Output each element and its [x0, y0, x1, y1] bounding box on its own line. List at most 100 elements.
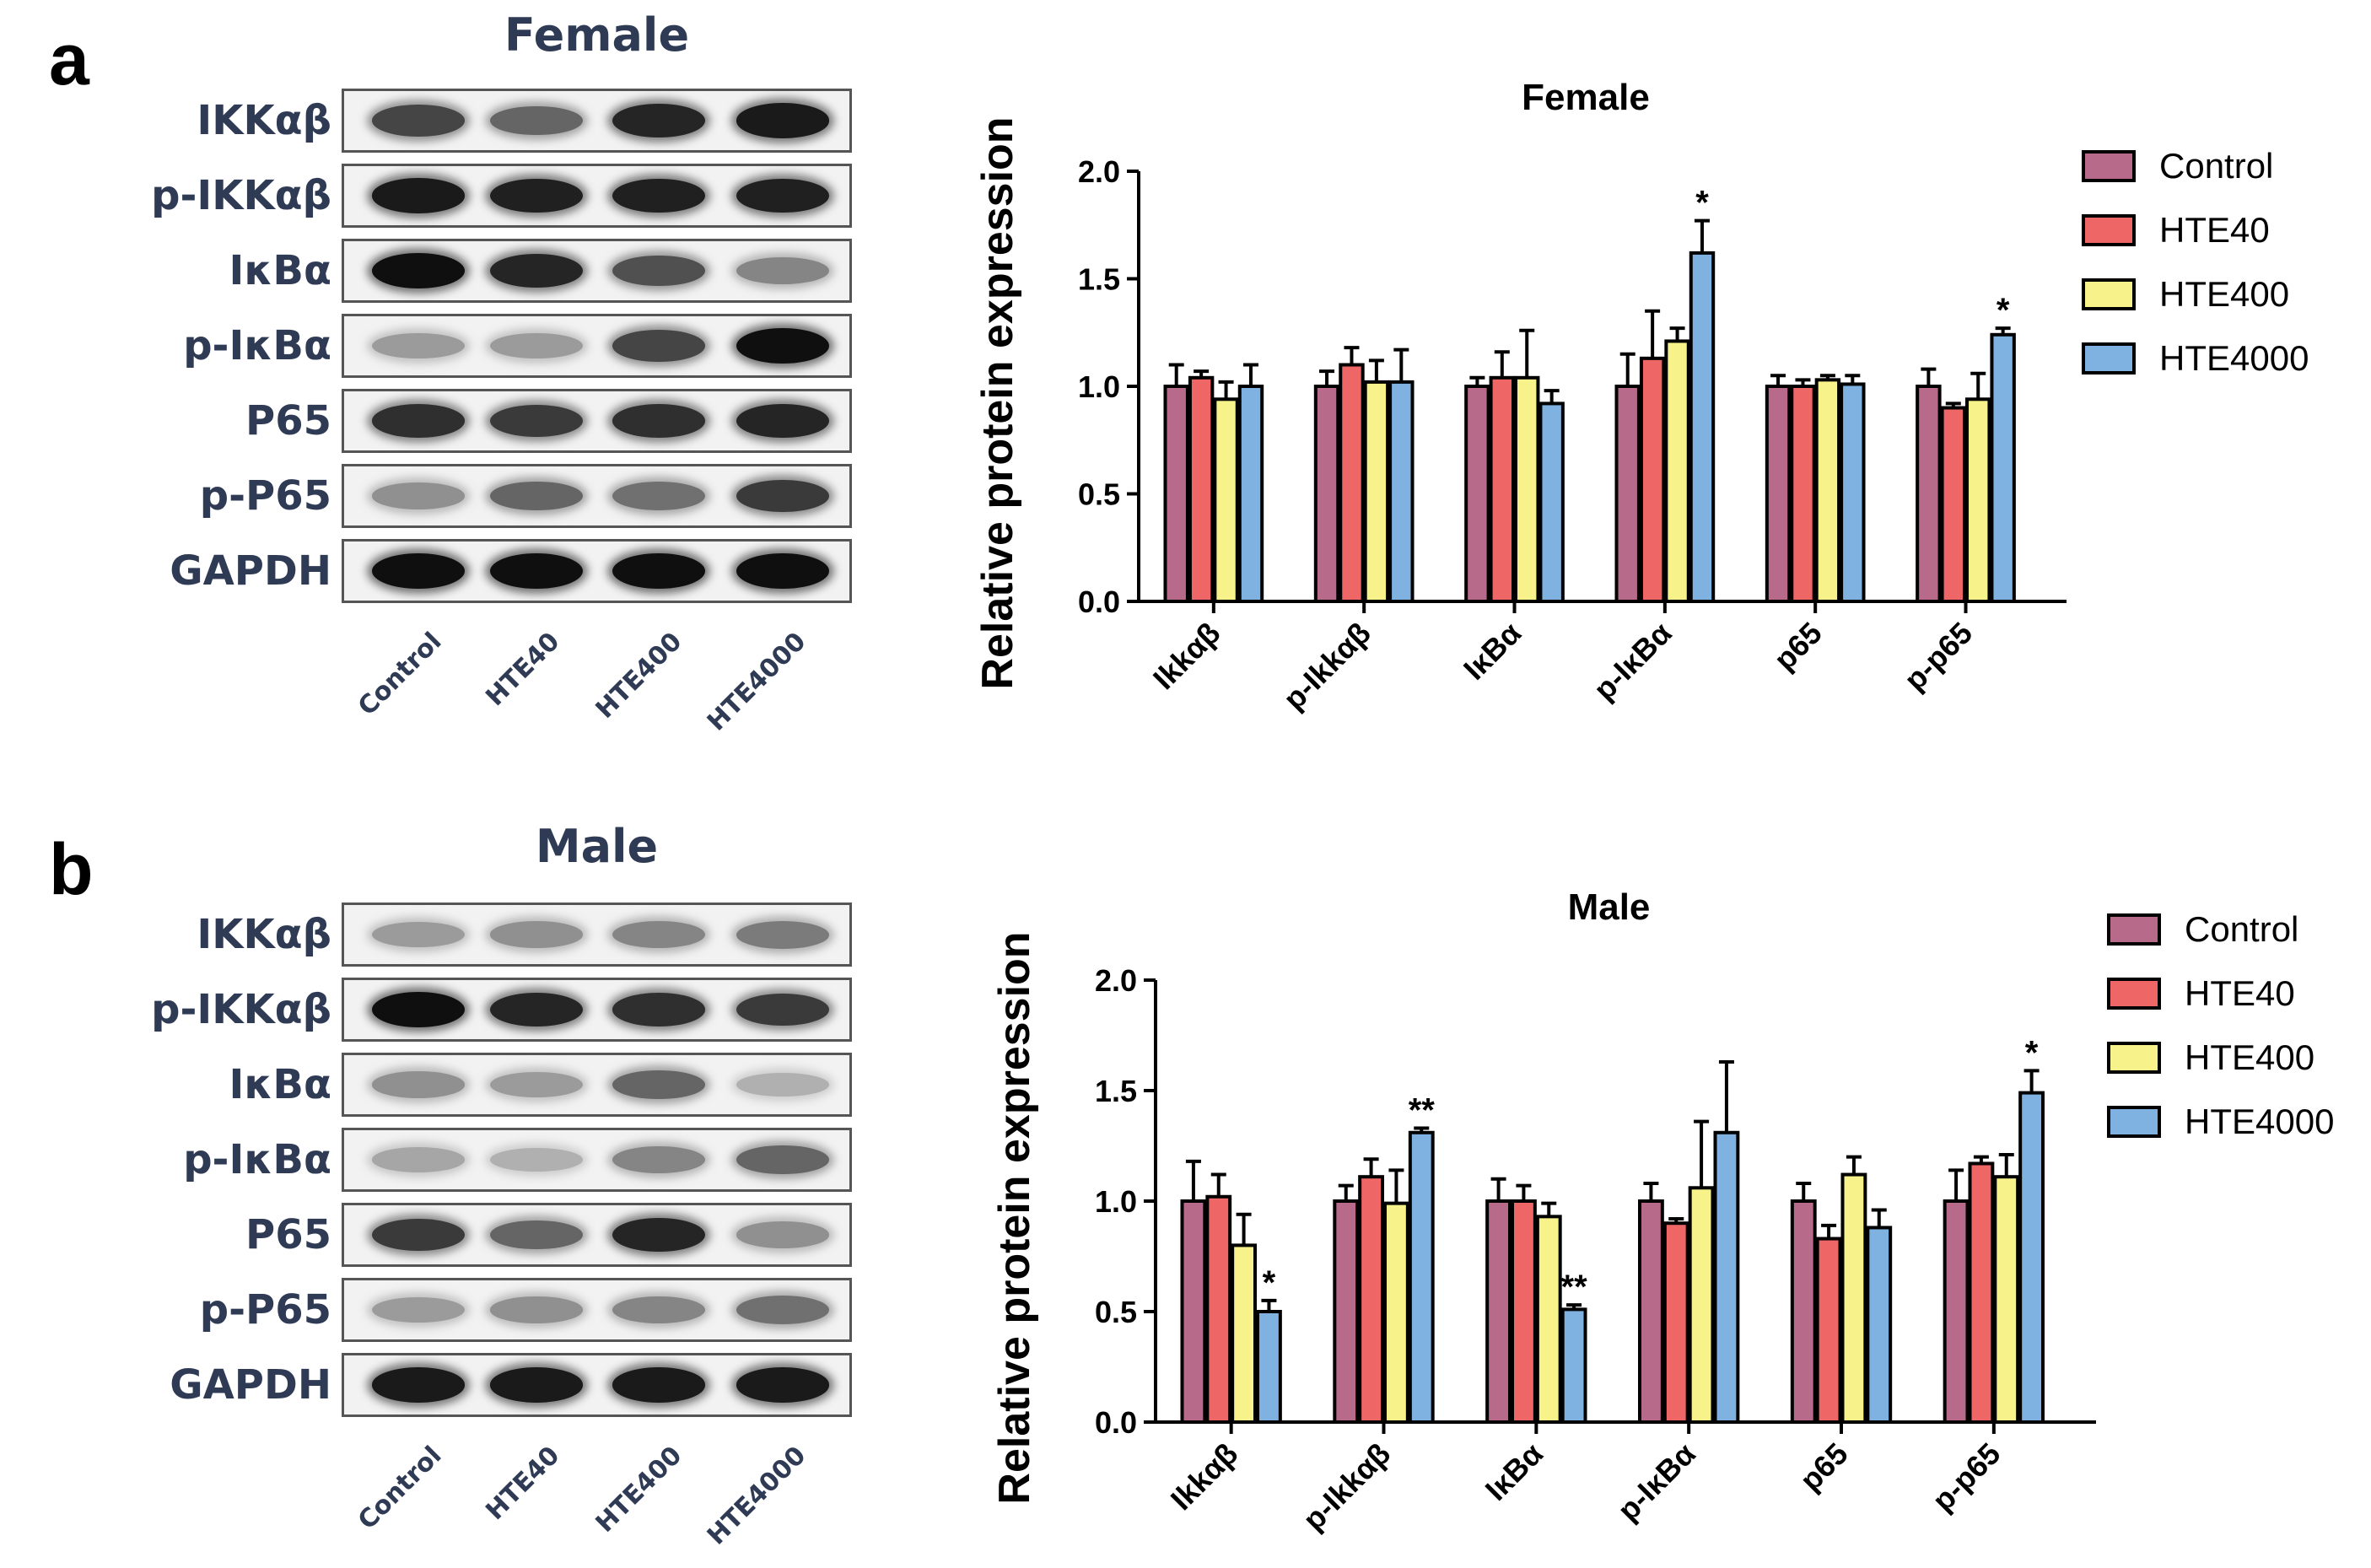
legend-swatch	[2107, 1042, 2161, 1074]
y-tick-label: 2.0	[1095, 963, 1137, 998]
blot-strip	[342, 1128, 852, 1192]
blot-row-label: P65	[245, 397, 331, 445]
blot-band	[736, 1367, 829, 1403]
blot-band	[612, 482, 705, 510]
bar	[1485, 1199, 1512, 1424]
bar	[1511, 1199, 1537, 1424]
blot-strip	[342, 539, 852, 603]
blot-band	[736, 103, 829, 138]
legend-swatch	[2107, 913, 2161, 946]
panel-letter-b: b	[49, 829, 94, 910]
blot-band	[736, 256, 829, 285]
x-tick-label: p-IκBα	[1611, 1436, 1702, 1528]
blot-lane-label: HTE400	[590, 1441, 688, 1538]
legend-swatch	[2082, 150, 2136, 182]
legend-label: HTE400	[2185, 1037, 2314, 1077]
blot-band	[612, 920, 705, 949]
blot-band	[612, 103, 705, 138]
blot-band	[490, 481, 583, 511]
bar-chart-male: Male Relative protein expression 0.0 0.5 1.0…	[990, 886, 2334, 1537]
blot-band	[736, 1221, 829, 1248]
blot-strip	[342, 903, 852, 967]
bar	[1205, 1194, 1232, 1424]
x-tick-label: p-p65	[1897, 616, 1979, 698]
x-tick-label: Ikkαβ	[1164, 1436, 1245, 1517]
blot-band	[612, 1367, 705, 1403]
blot-band	[612, 1145, 705, 1174]
significance-marker: **	[1409, 1092, 1436, 1129]
blot-strip	[342, 164, 852, 228]
blot-row-label: p-IκBα	[183, 1136, 331, 1183]
x-tick-label: p65	[1793, 1436, 1855, 1498]
legend-label: HTE400	[2159, 274, 2289, 314]
x-tick-label: IκBα	[1457, 616, 1528, 687]
y-tick-label: 0.0	[1095, 1405, 1137, 1440]
panel-letter-a: a	[49, 19, 89, 100]
blot-band	[372, 178, 465, 213]
bar	[1388, 380, 1415, 603]
x-tick-label: p65	[1767, 616, 1829, 677]
bar	[1866, 1226, 1893, 1424]
legend-swatch	[2082, 278, 2136, 310]
bar	[1765, 385, 1792, 603]
blot-band	[736, 403, 829, 439]
bar	[1514, 375, 1540, 603]
blot-band	[612, 553, 705, 589]
blot-strip	[342, 314, 852, 378]
y-tick-label: 1.0	[1095, 1184, 1137, 1219]
blot-strip	[342, 239, 852, 303]
blot-lane-label: HTE4000	[701, 627, 812, 737]
blot-band	[612, 330, 705, 362]
bar	[1188, 375, 1215, 603]
blot-row-label: p-P65	[199, 1286, 331, 1334]
bar	[1840, 382, 1866, 603]
blot-band	[612, 404, 705, 438]
blot-band	[490, 253, 583, 288]
bar	[1333, 1199, 1360, 1424]
legend-label: Control	[2185, 909, 2298, 949]
bar	[1814, 378, 1841, 603]
blot-lane-label: HTE40	[480, 1441, 566, 1527]
blot-band	[490, 1367, 583, 1403]
blot-lane-label: Control	[352, 1441, 448, 1536]
bar	[1689, 251, 1716, 603]
bar	[1313, 385, 1340, 603]
y-tick-label: 1.5	[1095, 1074, 1137, 1108]
bar	[1940, 406, 1967, 603]
blot-band	[490, 105, 583, 136]
blot-title: Male	[535, 820, 659, 873]
blot-band	[612, 255, 705, 287]
y-tick-label: 1.5	[1078, 262, 1120, 297]
legend-label: Control	[2159, 146, 2273, 186]
x-tick-label: p-p65	[1926, 1436, 2007, 1518]
bar	[1535, 1215, 1562, 1424]
bar	[1408, 1130, 1435, 1424]
blot-band	[736, 479, 829, 513]
blot-band	[736, 328, 829, 364]
bar	[1916, 385, 1942, 603]
blot-strip	[342, 1203, 852, 1267]
bar	[1358, 1175, 1385, 1424]
blot-row-label: GAPDH	[170, 1361, 331, 1409]
bar	[1662, 1221, 1689, 1425]
blot-band	[490, 1147, 583, 1172]
blot-band	[372, 1147, 465, 1172]
blot-band	[372, 253, 465, 288]
blot-strip	[342, 1053, 852, 1117]
y-tick-label: 0.5	[1078, 477, 1120, 512]
blot-band	[372, 1218, 465, 1252]
legend-swatch	[2082, 214, 2136, 246]
blot-strip	[342, 464, 852, 528]
blot-band	[372, 1367, 465, 1403]
bar	[1688, 1186, 1715, 1424]
blot-row-label: IKKαβ	[197, 911, 331, 958]
blot-strip	[342, 89, 852, 153]
bar	[1560, 1307, 1587, 1424]
y-axis-label: Relative protein expression	[990, 931, 1039, 1504]
blot-band	[736, 1296, 829, 1324]
bar	[1943, 1199, 1970, 1424]
bar	[2018, 1091, 2045, 1424]
bar	[1256, 1310, 1282, 1424]
bar	[1790, 385, 1816, 603]
blot-row-label: IKKαβ	[197, 97, 331, 144]
